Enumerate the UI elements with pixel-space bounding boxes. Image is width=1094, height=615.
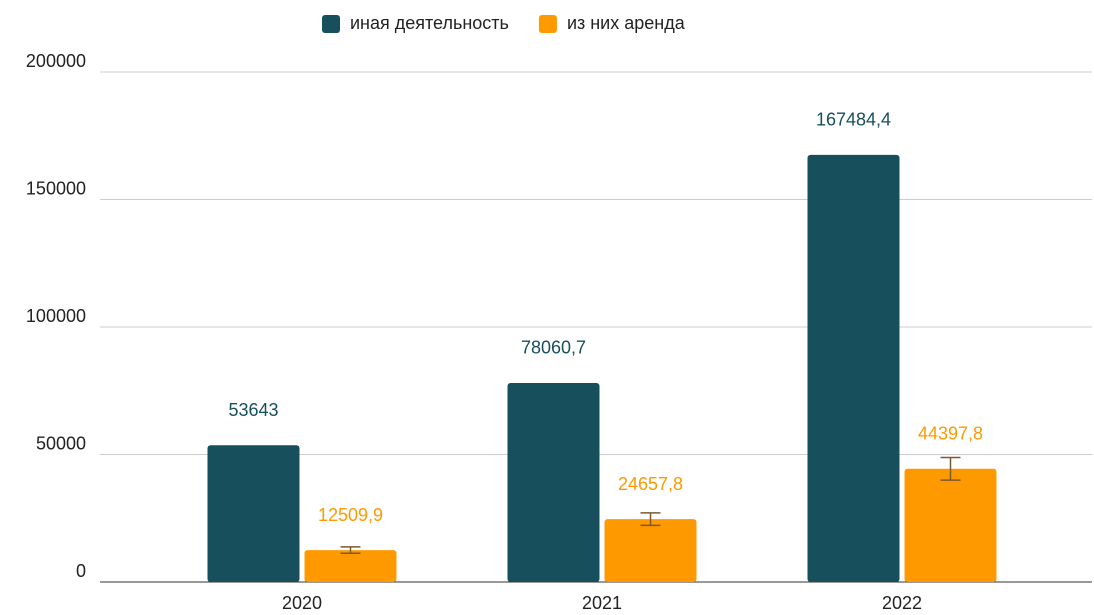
- y-tick-label: 50000: [36, 433, 86, 453]
- error-bar: [940, 456, 961, 481]
- x-tick-label: 2021: [582, 593, 622, 613]
- y-tick-label: 150000: [26, 178, 86, 198]
- bar: [207, 445, 300, 582]
- bar: [807, 154, 900, 582]
- legend-swatch: [538, 15, 557, 33]
- data-label: 167484,4: [816, 110, 891, 130]
- bar: [304, 550, 397, 582]
- legend-swatch: [322, 15, 340, 33]
- y-tick-label: 100000: [26, 306, 86, 326]
- data-label: 12509,9: [318, 505, 383, 525]
- y-tick-label: 200000: [26, 51, 86, 71]
- legend-label: иная деятельность: [350, 13, 509, 33]
- bar: [507, 382, 600, 582]
- bar: [904, 468, 997, 582]
- bar: [604, 519, 697, 582]
- y-tick-label: 0: [76, 561, 86, 581]
- data-label: 44397,8: [918, 424, 983, 444]
- x-tick-label: 2022: [882, 593, 922, 613]
- legend-label: из них аренда: [567, 13, 686, 33]
- x-tick-label: 2020: [282, 593, 322, 613]
- data-label: 53643: [228, 400, 278, 420]
- error-bar: [340, 546, 361, 555]
- data-label: 24657,8: [618, 474, 683, 494]
- data-label: 78060,7: [521, 338, 586, 358]
- error-bar: [640, 512, 661, 527]
